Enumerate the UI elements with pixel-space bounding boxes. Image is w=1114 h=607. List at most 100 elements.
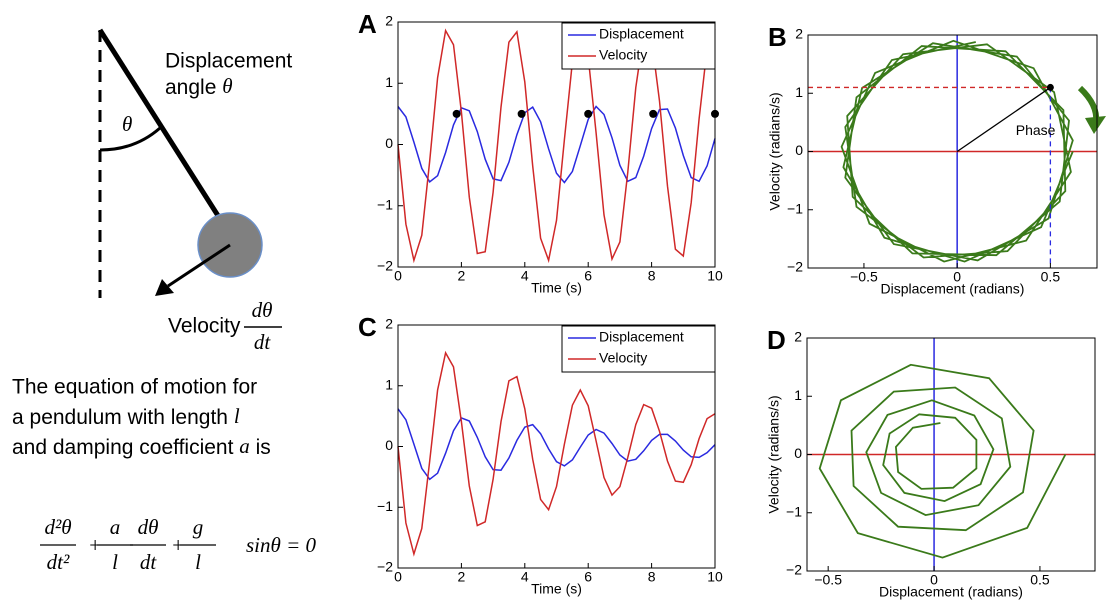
x-axis-label: Time (s) (531, 280, 582, 296)
panel-label: C (358, 312, 377, 342)
legend-label: Velocity (599, 350, 647, 366)
y-tick-label: 2 (385, 316, 393, 332)
eq-numerator: d²θ (44, 515, 71, 539)
text-line: a pendulum with length l (12, 404, 240, 429)
y-tick-label: 2 (385, 13, 393, 29)
y-tick-label: −1 (377, 498, 393, 514)
eq-plus: + (88, 533, 102, 557)
legend-label: Displacement (599, 329, 684, 345)
x-tick-label: 0 (930, 572, 938, 588)
text-line: and damping coefficient a is (12, 434, 271, 459)
legend-label: Velocity (599, 47, 647, 63)
text-var: a (239, 434, 250, 458)
y-tick-label: 2 (794, 329, 802, 345)
velocity-label: Velocity (168, 315, 241, 338)
pendulum-rod (97, 28, 225, 224)
marker-dot (649, 109, 658, 118)
x-tick-label: 8 (648, 268, 656, 284)
x-tick-label: 6 (584, 268, 592, 284)
panel-label: A (358, 9, 377, 39)
y-tick-label: 1 (795, 84, 803, 100)
x-tick-label: 4 (521, 569, 529, 585)
trajectory (840, 39, 1074, 263)
y-tick-label: 0 (794, 445, 802, 461)
phase-line (956, 86, 1051, 153)
y-tick-label: −1 (787, 200, 803, 216)
frac-den: dt (254, 330, 272, 354)
rotation-arrow-head (1085, 116, 1106, 134)
x-tick-label: 0.5 (1041, 269, 1061, 285)
y-tick-label: −1 (786, 503, 802, 519)
frac-num: dθ (252, 298, 273, 322)
eq-denominator: l (195, 550, 201, 574)
state-point (1046, 83, 1054, 91)
x-tick-label: 2 (458, 268, 466, 284)
angle-arc (99, 126, 161, 152)
angle-label: angle θ (165, 74, 233, 99)
eq-tail: sinθ = 0 (246, 533, 316, 557)
y-axis-label: Velocity (radians/s) (766, 395, 782, 513)
legend-box (561, 325, 716, 373)
x-tick-label: 4 (521, 268, 529, 284)
x-axis-label: Displacement (radians) (881, 281, 1025, 297)
text-part: is (256, 436, 271, 459)
eq-numerator: g (193, 515, 204, 539)
x-tick-label: 10 (707, 268, 723, 284)
angle-theta: θ (222, 74, 232, 98)
text-part: a pendulum with length (12, 406, 228, 429)
y-tick-label: −2 (786, 562, 802, 578)
y-tick-label: 0 (385, 135, 393, 151)
x-tick-label: 8 (648, 569, 656, 585)
eq-numerator: dθ (138, 515, 159, 539)
theta-label: θ (122, 112, 132, 136)
y-tick-label: 0 (385, 437, 393, 453)
text-var: l (234, 404, 240, 428)
annotation: Phase (1016, 122, 1056, 138)
eq-plus: + (171, 533, 185, 557)
x-tick-label: 0 (394, 268, 402, 284)
y-tick-label: 1 (794, 387, 802, 403)
series-line (397, 408, 716, 481)
eq-denominator: l (112, 550, 118, 574)
panel-label: D (767, 325, 786, 355)
velocity-arrow (167, 243, 231, 288)
text-part: and damping coefficient (12, 436, 234, 459)
panel-label: B (768, 22, 787, 52)
series-line (397, 27, 716, 264)
eq-denominator: dt² (47, 550, 70, 574)
marker-dot (517, 109, 526, 118)
eq-denominator: dt (140, 550, 158, 574)
angle-word: angle (165, 76, 216, 99)
y-tick-label: −1 (377, 196, 393, 212)
x-tick-label: 0 (953, 269, 961, 285)
series-line (397, 350, 716, 557)
displacement-label: Displacement (165, 50, 292, 73)
y-tick-label: 1 (385, 74, 393, 90)
x-axis-label: Time (s) (531, 581, 582, 597)
x-tick-label: 10 (707, 569, 723, 585)
y-axis-label: Velocity (radians/s) (767, 92, 783, 210)
x-tick-label: 0 (394, 569, 402, 585)
trajectory (818, 363, 1067, 559)
y-tick-label: 2 (795, 26, 803, 42)
y-tick-label: −2 (787, 259, 803, 275)
x-tick-label: −0.5 (814, 572, 842, 588)
marker-dot (452, 109, 461, 118)
x-tick-label: 0.5 (1030, 572, 1050, 588)
series-line (397, 105, 716, 184)
arrow-head (155, 279, 174, 296)
eq-numerator: a (110, 515, 121, 539)
rotation-arrow (1077, 85, 1100, 123)
y-tick-label: −2 (377, 559, 393, 575)
legend-box (561, 22, 716, 70)
y-tick-label: −2 (377, 258, 393, 274)
legend-label: Displacement (599, 26, 684, 42)
x-tick-label: −0.5 (850, 269, 878, 285)
marker-dot (584, 109, 593, 118)
y-tick-label: 0 (795, 142, 803, 158)
y-tick-label: 1 (385, 376, 393, 392)
text-line: The equation of motion for (12, 376, 257, 399)
x-tick-label: 6 (584, 569, 592, 585)
